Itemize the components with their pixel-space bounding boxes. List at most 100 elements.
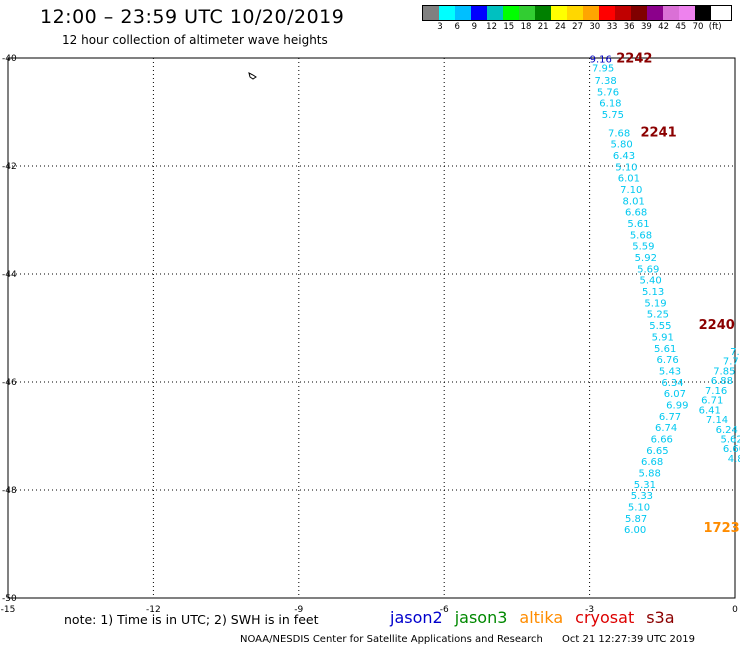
wave-height-value: 7.6 xyxy=(730,347,740,358)
colorbar-swatch xyxy=(423,6,439,20)
colorbar-swatch xyxy=(519,6,535,20)
satellite-legend: jason2 jason3 altika cryosat s3a xyxy=(390,608,687,627)
wave-height-value: 6.99 xyxy=(666,400,688,411)
footer-credit: NOAA/NESDIS Center for Satellite Applica… xyxy=(240,634,695,645)
wave-height-value: 5.25 xyxy=(647,310,669,321)
pass-time-label: 2240 xyxy=(699,318,735,333)
pass-time-label: 2241 xyxy=(640,125,676,140)
wave-height-value: 5.33 xyxy=(631,491,653,502)
colorbar-label: 33 xyxy=(606,22,618,32)
wave-height-value: 6.66 xyxy=(651,434,673,445)
wave-height-value: 5.61 xyxy=(627,219,649,230)
axis-ticks: -15 -12 -9 -6 -3 0 -40 -42 -44 -46 -48 -50 xyxy=(1,54,738,615)
wave-height-value: 5.62 xyxy=(720,434,740,445)
legend-item: jason3 xyxy=(454,608,508,627)
colorbar-swatch xyxy=(535,6,551,20)
wave-height-points: 9.167.957.385.766.185.757.685.806.435.10… xyxy=(590,54,740,536)
wave-height-value: 6.71 xyxy=(701,396,723,407)
colorbar-swatch xyxy=(695,6,711,20)
map-title: 12:00 – 23:59 UTC 10/20/2019 xyxy=(40,6,345,28)
wave-height-value: 6.01 xyxy=(618,174,640,185)
wave-height-value: 6.34 xyxy=(661,378,683,389)
wave-height-value: 5.87 xyxy=(625,514,647,525)
wave-height-value: 5.59 xyxy=(632,242,654,253)
colorbar-label: 70 xyxy=(692,22,704,32)
wave-height-value: 6.18 xyxy=(599,99,621,110)
wave-height-value: 6.60 xyxy=(723,444,740,455)
colorbar-label: 42 xyxy=(658,22,670,32)
map-subtitle: 12 hour collection of altimeter wave hei… xyxy=(62,33,328,47)
colorbar-swatch xyxy=(679,6,695,20)
colorbar-label: 27 xyxy=(572,22,584,32)
wave-height-value: 6.65 xyxy=(646,446,668,457)
colorbar-labels: 3 6 9 12 15 18 21 24 27 30 33 36 39 42 45 70 (ft) xyxy=(422,21,732,33)
latitude-tick-label: -48 xyxy=(2,486,17,496)
colorbar-swatch xyxy=(663,6,679,20)
longitude-tick-label: -12 xyxy=(146,605,161,615)
legend-item: altika xyxy=(519,608,564,627)
colorbar-swatch xyxy=(615,6,631,20)
colorbar-label: 6 xyxy=(454,22,460,32)
wave-height-value: 5.61 xyxy=(654,344,676,355)
pass-labels: 2242 2241 2240 1723 xyxy=(616,51,739,536)
wave-height-value: 5.10 xyxy=(615,162,637,173)
legend-item: jason2 xyxy=(390,608,443,627)
footer-note: note: 1) Time is in UTC; 2) SWH is in fe… xyxy=(64,612,319,627)
latitude-tick-label: -50 xyxy=(2,594,17,604)
wave-height-value: 7.85 xyxy=(713,366,735,377)
colorbar-swatch xyxy=(487,6,503,20)
wave-height-value: 6.43 xyxy=(613,151,635,162)
colorbar-swatch xyxy=(599,6,615,20)
wave-height-value: 7.95 xyxy=(592,64,614,75)
wave-height-value: 6.76 xyxy=(656,355,678,366)
map-frame xyxy=(7,57,736,599)
wave-height-value: 5.88 xyxy=(639,469,661,480)
latitude-tick-label: -44 xyxy=(2,270,17,280)
longitude-tick-label: -9 xyxy=(294,605,303,615)
colorbar-swatch xyxy=(583,6,599,20)
wave-height-value: 5.80 xyxy=(610,140,632,151)
wave-height-value: 7.16 xyxy=(705,386,727,397)
pass-time-label: 1723 xyxy=(703,521,739,536)
legend-item: cryosat xyxy=(575,608,635,627)
wave-height-value: 7.10 xyxy=(620,185,642,196)
wave-height-value: 5.75 xyxy=(602,110,624,121)
colorbar-swatch xyxy=(455,6,471,20)
longitude-tick-label: -6 xyxy=(440,605,449,615)
wave-height-value: 6.88 xyxy=(711,376,733,387)
colorbar-swatches xyxy=(422,5,732,21)
longitude-tick-label: -3 xyxy=(585,605,594,615)
colorbar-label: 30 xyxy=(589,22,601,32)
legend-item: s3a xyxy=(646,608,675,627)
latitude-tick-label: -40 xyxy=(2,54,17,64)
wave-height-value: 5.43 xyxy=(659,366,681,377)
wave-height-value: 6.24 xyxy=(716,425,738,436)
wave-height-value: 7.7 xyxy=(723,357,739,368)
wave-height-value: 5.40 xyxy=(640,276,662,287)
wave-height-value: 5.92 xyxy=(635,253,657,264)
wave-height-value: 5.13 xyxy=(642,287,664,298)
wave-height-value: 6.41 xyxy=(699,405,721,416)
wave-height-value: 5.10 xyxy=(628,503,650,514)
wave-height-value: 6.74 xyxy=(655,423,677,434)
wave-height-value: 5.69 xyxy=(637,264,659,275)
colorbar-swatch xyxy=(439,6,455,20)
wave-height-value: 5.19 xyxy=(644,298,666,309)
wave-height-value: 5.55 xyxy=(649,321,671,332)
wave-height-colorbar: 3 6 9 12 15 18 21 24 27 30 33 36 39 42 45 70 (ft) xyxy=(422,5,732,33)
colorbar-swatch xyxy=(551,6,567,20)
colorbar-swatch xyxy=(647,6,663,20)
colorbar-label: 9 xyxy=(471,22,478,32)
wave-height-value: 6.68 xyxy=(625,208,647,219)
wave-height-value: 5.76 xyxy=(597,87,619,98)
colorbar-swatch xyxy=(567,6,583,20)
latitude-tick-label: -46 xyxy=(2,378,17,388)
colorbar-label: 36 xyxy=(623,22,635,32)
wave-height-value: 6.00 xyxy=(624,525,646,536)
colorbar-swatch xyxy=(471,6,487,20)
colorbar-label: (ft) xyxy=(708,22,722,32)
wave-height-value: 7.38 xyxy=(594,76,616,87)
wave-height-value: 5.68 xyxy=(630,230,652,241)
latitude-tick-label: -42 xyxy=(2,162,17,172)
